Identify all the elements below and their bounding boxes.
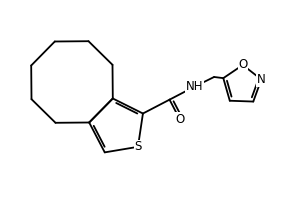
Text: S: S [134, 140, 142, 153]
Text: O: O [175, 113, 184, 126]
Text: NH: NH [186, 80, 203, 93]
Text: N: N [257, 73, 266, 86]
Text: O: O [238, 58, 248, 71]
